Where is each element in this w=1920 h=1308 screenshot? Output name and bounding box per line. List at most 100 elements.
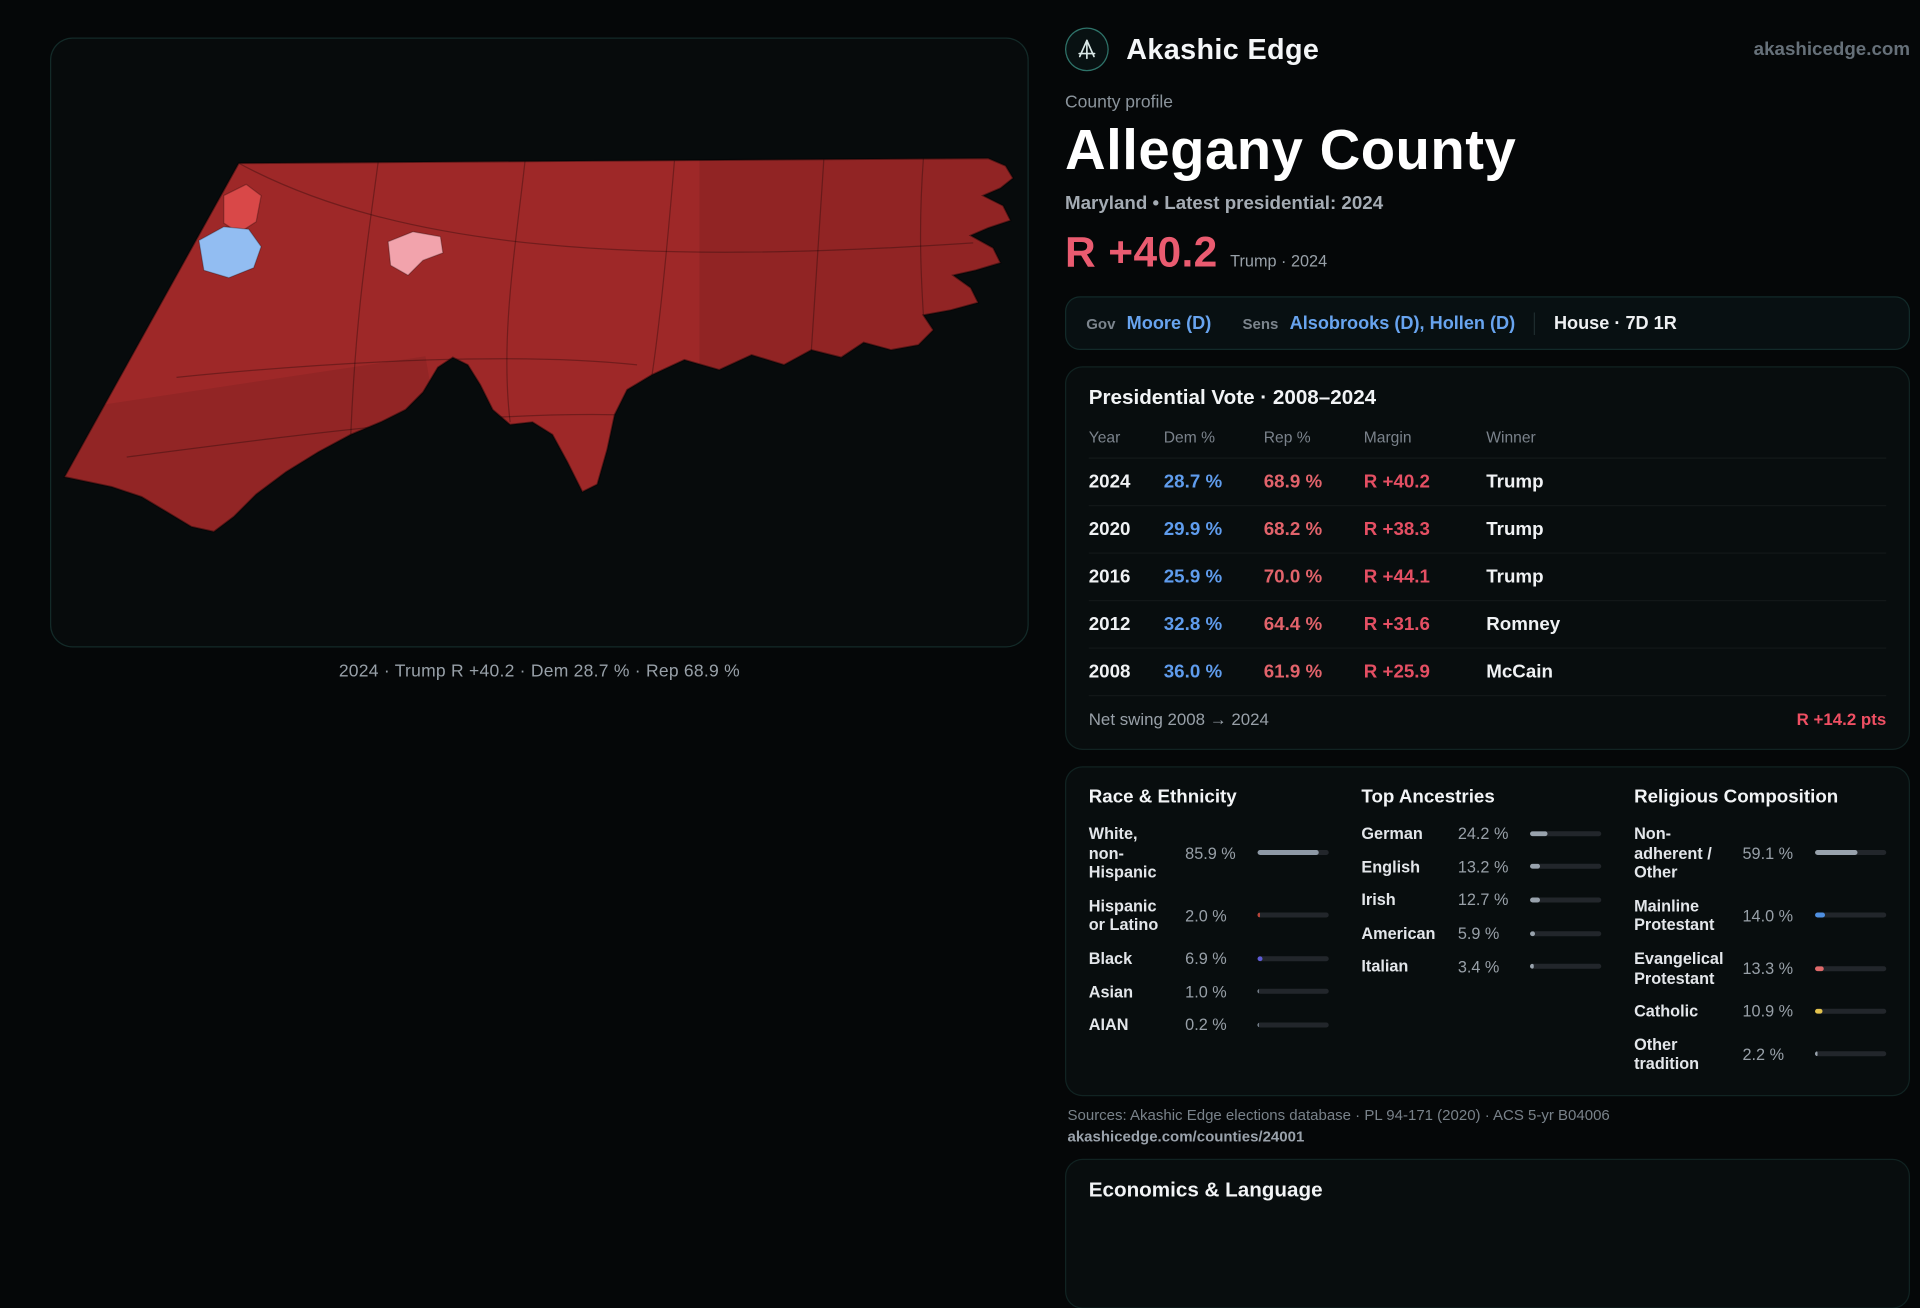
stat-label: Hispanic or Latino	[1089, 896, 1175, 935]
race-ethnicity-column: Race & Ethnicity White, non-Hispanic 85.…	[1089, 786, 1329, 1087]
dem-cell: 29.9 %	[1164, 519, 1264, 540]
col-header-year: Year	[1089, 429, 1164, 447]
col-header-rep: Rep %	[1264, 429, 1364, 447]
stat-value: 59.1 %	[1743, 844, 1806, 863]
kicker: County profile	[1065, 91, 1910, 111]
stat-bar	[1258, 956, 1329, 961]
stat-label: Non-adherent / Other	[1634, 824, 1732, 882]
stat-bar	[1530, 831, 1601, 836]
stat-label: Asian	[1089, 982, 1175, 1001]
stat-value: 3.4 %	[1458, 957, 1521, 976]
stat-bar	[1530, 897, 1601, 902]
dem-cell: 25.9 %	[1164, 566, 1264, 587]
stat-bar	[1258, 913, 1329, 918]
site-domain-link[interactable]: akashicedge.com	[1754, 39, 1910, 60]
rep-cell: 64.4 %	[1264, 614, 1364, 635]
year-cell: 2008	[1089, 661, 1164, 682]
headline-note: Trump · 2024	[1230, 251, 1327, 270]
demographics-card: Race & Ethnicity White, non-Hispanic 85.…	[1065, 766, 1910, 1096]
pres-row-2024: 2024 28.7 % 68.9 % R +40.2 Trump	[1089, 459, 1887, 507]
stat-label: Other tradition	[1634, 1035, 1732, 1074]
stat-bar	[1258, 989, 1329, 994]
margin-cell: R +40.2	[1364, 471, 1487, 492]
dem-cell: 32.8 %	[1164, 614, 1264, 635]
stat-value: 0.2 %	[1185, 1016, 1248, 1035]
stat-value: 13.3 %	[1743, 959, 1806, 978]
presidential-vote-card: Presidential Vote · 2008–2024 Year Dem %…	[1065, 366, 1910, 750]
stat-bar-fill	[1530, 831, 1547, 836]
winner-cell: McCain	[1486, 661, 1886, 682]
county-map[interactable]	[51, 39, 1027, 647]
gov-label: Gov	[1086, 314, 1115, 332]
stat-value: 10.9 %	[1743, 1002, 1806, 1021]
site-header: Akashic Edge akashicedge.com	[1065, 28, 1910, 72]
stat-row: Evangelical Protestant 13.3 %	[1634, 949, 1886, 988]
stat-label: German	[1361, 824, 1447, 843]
stat-bar	[1815, 913, 1886, 918]
stat-row: Hispanic or Latino 2.0 %	[1089, 896, 1329, 935]
religion-title: Religious Composition	[1634, 786, 1886, 807]
page: 2024 · Trump R +40.2 · Dem 28.7 % · Rep …	[0, 0, 1920, 1080]
pres-row-2008: 2008 36.0 % 61.9 % R +25.9 McCain	[1089, 649, 1887, 697]
winner-cell: Romney	[1486, 614, 1886, 635]
county-profile: Akashic Edge akashicedge.com County prof…	[1065, 28, 1910, 1308]
stat-row: English 13.2 %	[1361, 857, 1601, 876]
stat-label: Catholic	[1634, 1001, 1732, 1020]
page-title: Allegany County	[1065, 118, 1910, 183]
stat-row: American 5.9 %	[1361, 923, 1601, 942]
year-cell: 2012	[1089, 614, 1164, 635]
stat-bar-fill	[1258, 850, 1319, 855]
dem-cell: 28.7 %	[1164, 471, 1264, 492]
net-swing-row: Net swing 2008 → 2024 R +14.2 pts	[1089, 696, 1887, 739]
stat-label: English	[1361, 857, 1447, 876]
sens-link[interactable]: Alsobrooks (D), Hollen (D)	[1290, 313, 1516, 333]
stat-bar-fill	[1258, 956, 1263, 961]
stat-row: German 24.2 %	[1361, 824, 1601, 843]
stat-label: American	[1361, 923, 1447, 942]
stat-bar	[1815, 1009, 1886, 1014]
site-title: Akashic Edge	[1126, 33, 1319, 67]
stat-value: 2.2 %	[1743, 1045, 1806, 1064]
stat-bar	[1815, 1052, 1886, 1057]
year-cell: 2020	[1089, 519, 1164, 540]
stat-value: 5.9 %	[1458, 924, 1521, 943]
stat-bar	[1258, 850, 1329, 855]
pres-row-2016: 2016 25.9 % 70.0 % R +44.1 Trump	[1089, 554, 1887, 602]
stat-value: 1.0 %	[1185, 982, 1248, 1001]
gov-link[interactable]: Moore (D)	[1127, 313, 1212, 333]
officials-bar: Gov Moore (D) Sens Alsobrooks (D), Holle…	[1065, 296, 1910, 350]
sens-label: Sens	[1243, 314, 1279, 332]
stat-bar-fill	[1530, 864, 1539, 869]
stat-row: Mainline Protestant 14.0 %	[1634, 896, 1886, 935]
stat-row: Black 6.9 %	[1089, 949, 1329, 968]
stat-value: 14.0 %	[1743, 906, 1806, 925]
race-ethnicity-title: Race & Ethnicity	[1089, 786, 1329, 807]
stat-row: AIAN 0.2 %	[1089, 1015, 1329, 1034]
rep-cell: 68.9 %	[1264, 471, 1364, 492]
stat-value: 24.2 %	[1458, 824, 1521, 843]
winner-cell: Trump	[1486, 566, 1886, 587]
county-map-panel	[50, 38, 1029, 648]
stat-bar	[1530, 864, 1601, 869]
ancestries-title: Top Ancestries	[1361, 786, 1601, 807]
stat-label: Irish	[1361, 890, 1447, 909]
divider	[1534, 312, 1535, 335]
stat-bar-fill	[1815, 1009, 1823, 1014]
map-shade-patch	[699, 151, 1027, 375]
stat-label: AIAN	[1089, 1015, 1175, 1034]
stat-bar	[1815, 966, 1886, 971]
rep-cell: 70.0 %	[1264, 566, 1364, 587]
stat-bar-fill	[1530, 931, 1534, 936]
stat-bar	[1530, 964, 1601, 969]
rep-cell: 68.2 %	[1264, 519, 1364, 540]
headline: R +40.2 Trump · 2024	[1065, 229, 1910, 278]
stat-bar-fill	[1530, 897, 1539, 902]
stat-bar-fill	[1258, 1022, 1259, 1027]
sources-url-link[interactable]: akashicedge.com/counties/24001	[1068, 1127, 1908, 1149]
col-header-winner: Winner	[1486, 429, 1886, 447]
dem-cell: 36.0 %	[1164, 661, 1264, 682]
stat-value: 12.7 %	[1458, 891, 1521, 910]
winner-cell: Trump	[1486, 471, 1886, 492]
rep-cell: 61.9 %	[1264, 661, 1364, 682]
stat-bar	[1258, 1022, 1329, 1027]
